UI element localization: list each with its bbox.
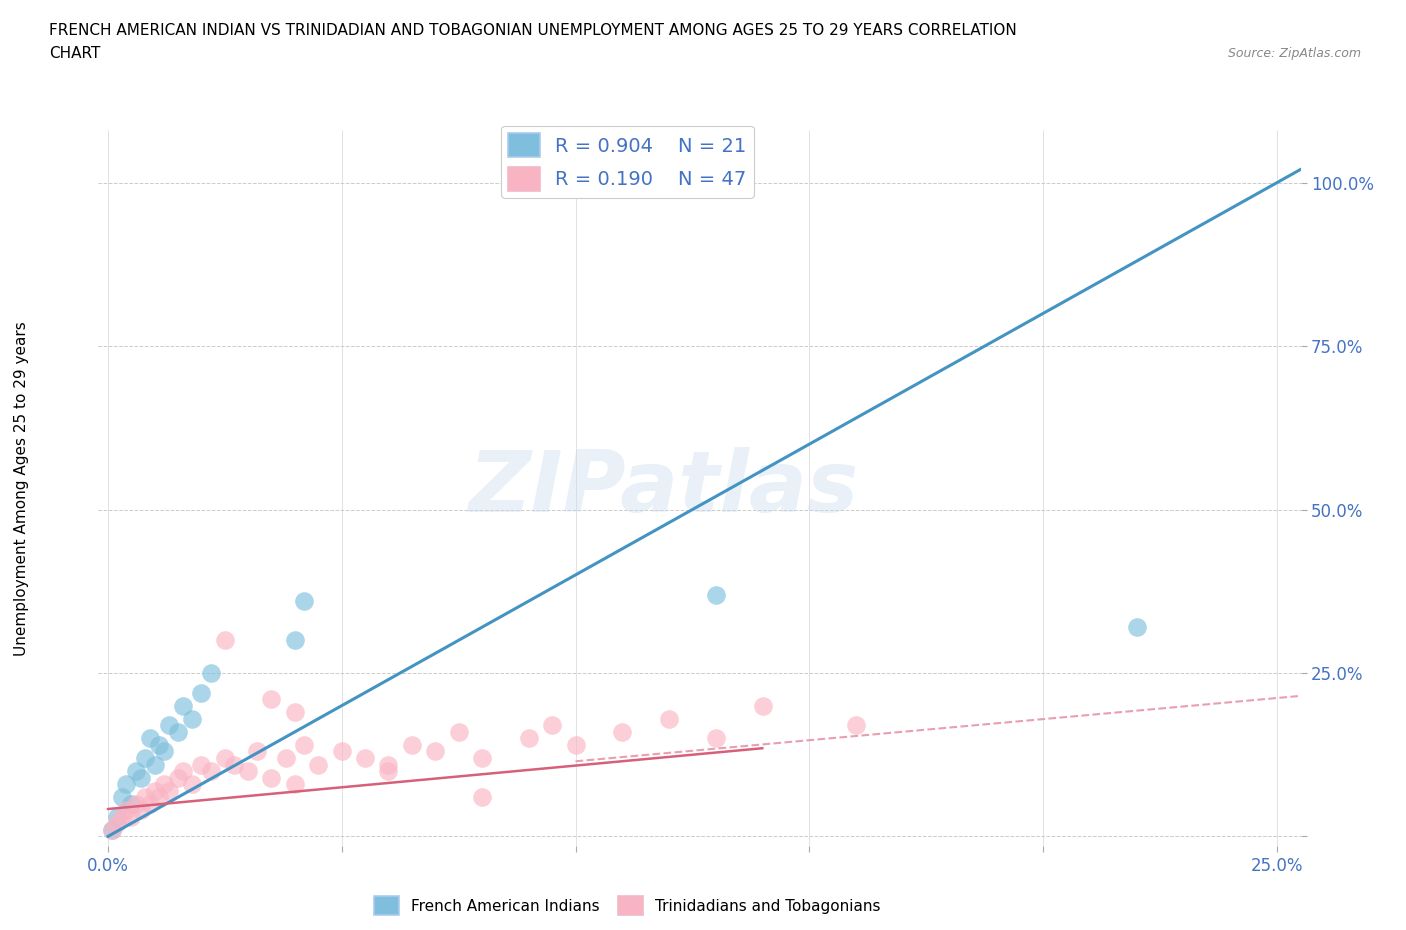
Point	[129, 770, 152, 785]
Point	[612, 724, 634, 739]
Text: Unemployment Among Ages 25 to 29 years: Unemployment Among Ages 25 to 29 years	[14, 321, 28, 656]
Point	[153, 744, 176, 759]
Point	[148, 790, 170, 804]
Point	[425, 744, 447, 759]
Point	[125, 764, 148, 778]
Point	[111, 809, 134, 824]
Point	[704, 587, 727, 602]
Point	[172, 764, 194, 778]
Point	[1126, 619, 1149, 634]
Point	[153, 777, 176, 791]
Point	[172, 698, 194, 713]
Point	[330, 744, 353, 759]
Point	[157, 783, 180, 798]
Point	[143, 783, 166, 798]
Point	[105, 816, 128, 830]
Point	[284, 632, 307, 647]
Point	[354, 751, 377, 765]
Point	[377, 757, 399, 772]
Point	[845, 718, 868, 733]
Text: CHART: CHART	[49, 46, 101, 61]
Point	[222, 757, 245, 772]
Point	[246, 744, 269, 759]
Point	[167, 770, 190, 785]
Point	[125, 796, 148, 811]
Point	[292, 593, 315, 608]
Text: Source: ZipAtlas.com: Source: ZipAtlas.com	[1227, 46, 1361, 60]
Point	[307, 757, 329, 772]
Point	[274, 751, 297, 765]
Point	[115, 777, 138, 791]
Point	[148, 737, 170, 752]
Point	[471, 751, 494, 765]
Legend: French American Indians, Trinidadians and Tobagonians: French American Indians, Trinidadians an…	[368, 890, 886, 921]
Point	[129, 803, 152, 817]
Point	[134, 751, 156, 765]
Point	[139, 731, 162, 746]
Point	[471, 790, 494, 804]
Point	[292, 737, 315, 752]
Point	[200, 764, 222, 778]
Point	[236, 764, 259, 778]
Point	[284, 705, 307, 720]
Point	[101, 822, 124, 837]
Point	[190, 685, 212, 700]
Point	[704, 731, 727, 746]
Point	[260, 692, 283, 707]
Point	[181, 711, 204, 726]
Point	[751, 698, 773, 713]
Point	[105, 809, 128, 824]
Point	[377, 764, 399, 778]
Text: FRENCH AMERICAN INDIAN VS TRINIDADIAN AND TOBAGONIAN UNEMPLOYMENT AMONG AGES 25 : FRENCH AMERICAN INDIAN VS TRINIDADIAN AN…	[49, 23, 1017, 38]
Point	[120, 809, 142, 824]
Point	[115, 803, 138, 817]
Text: ZIPatlas: ZIPatlas	[468, 446, 859, 530]
Point	[181, 777, 204, 791]
Point	[134, 790, 156, 804]
Point	[447, 724, 470, 739]
Point	[214, 751, 236, 765]
Point	[260, 770, 283, 785]
Point	[200, 666, 222, 681]
Point	[167, 724, 190, 739]
Point	[101, 822, 124, 837]
Point	[517, 731, 540, 746]
Point	[214, 632, 236, 647]
Point	[658, 711, 681, 726]
Point	[564, 737, 586, 752]
Point	[401, 737, 423, 752]
Point	[190, 757, 212, 772]
Point	[139, 796, 162, 811]
Point	[157, 718, 180, 733]
Point	[541, 718, 564, 733]
Point	[143, 757, 166, 772]
Point	[111, 790, 134, 804]
Point	[120, 796, 142, 811]
Point	[284, 777, 307, 791]
